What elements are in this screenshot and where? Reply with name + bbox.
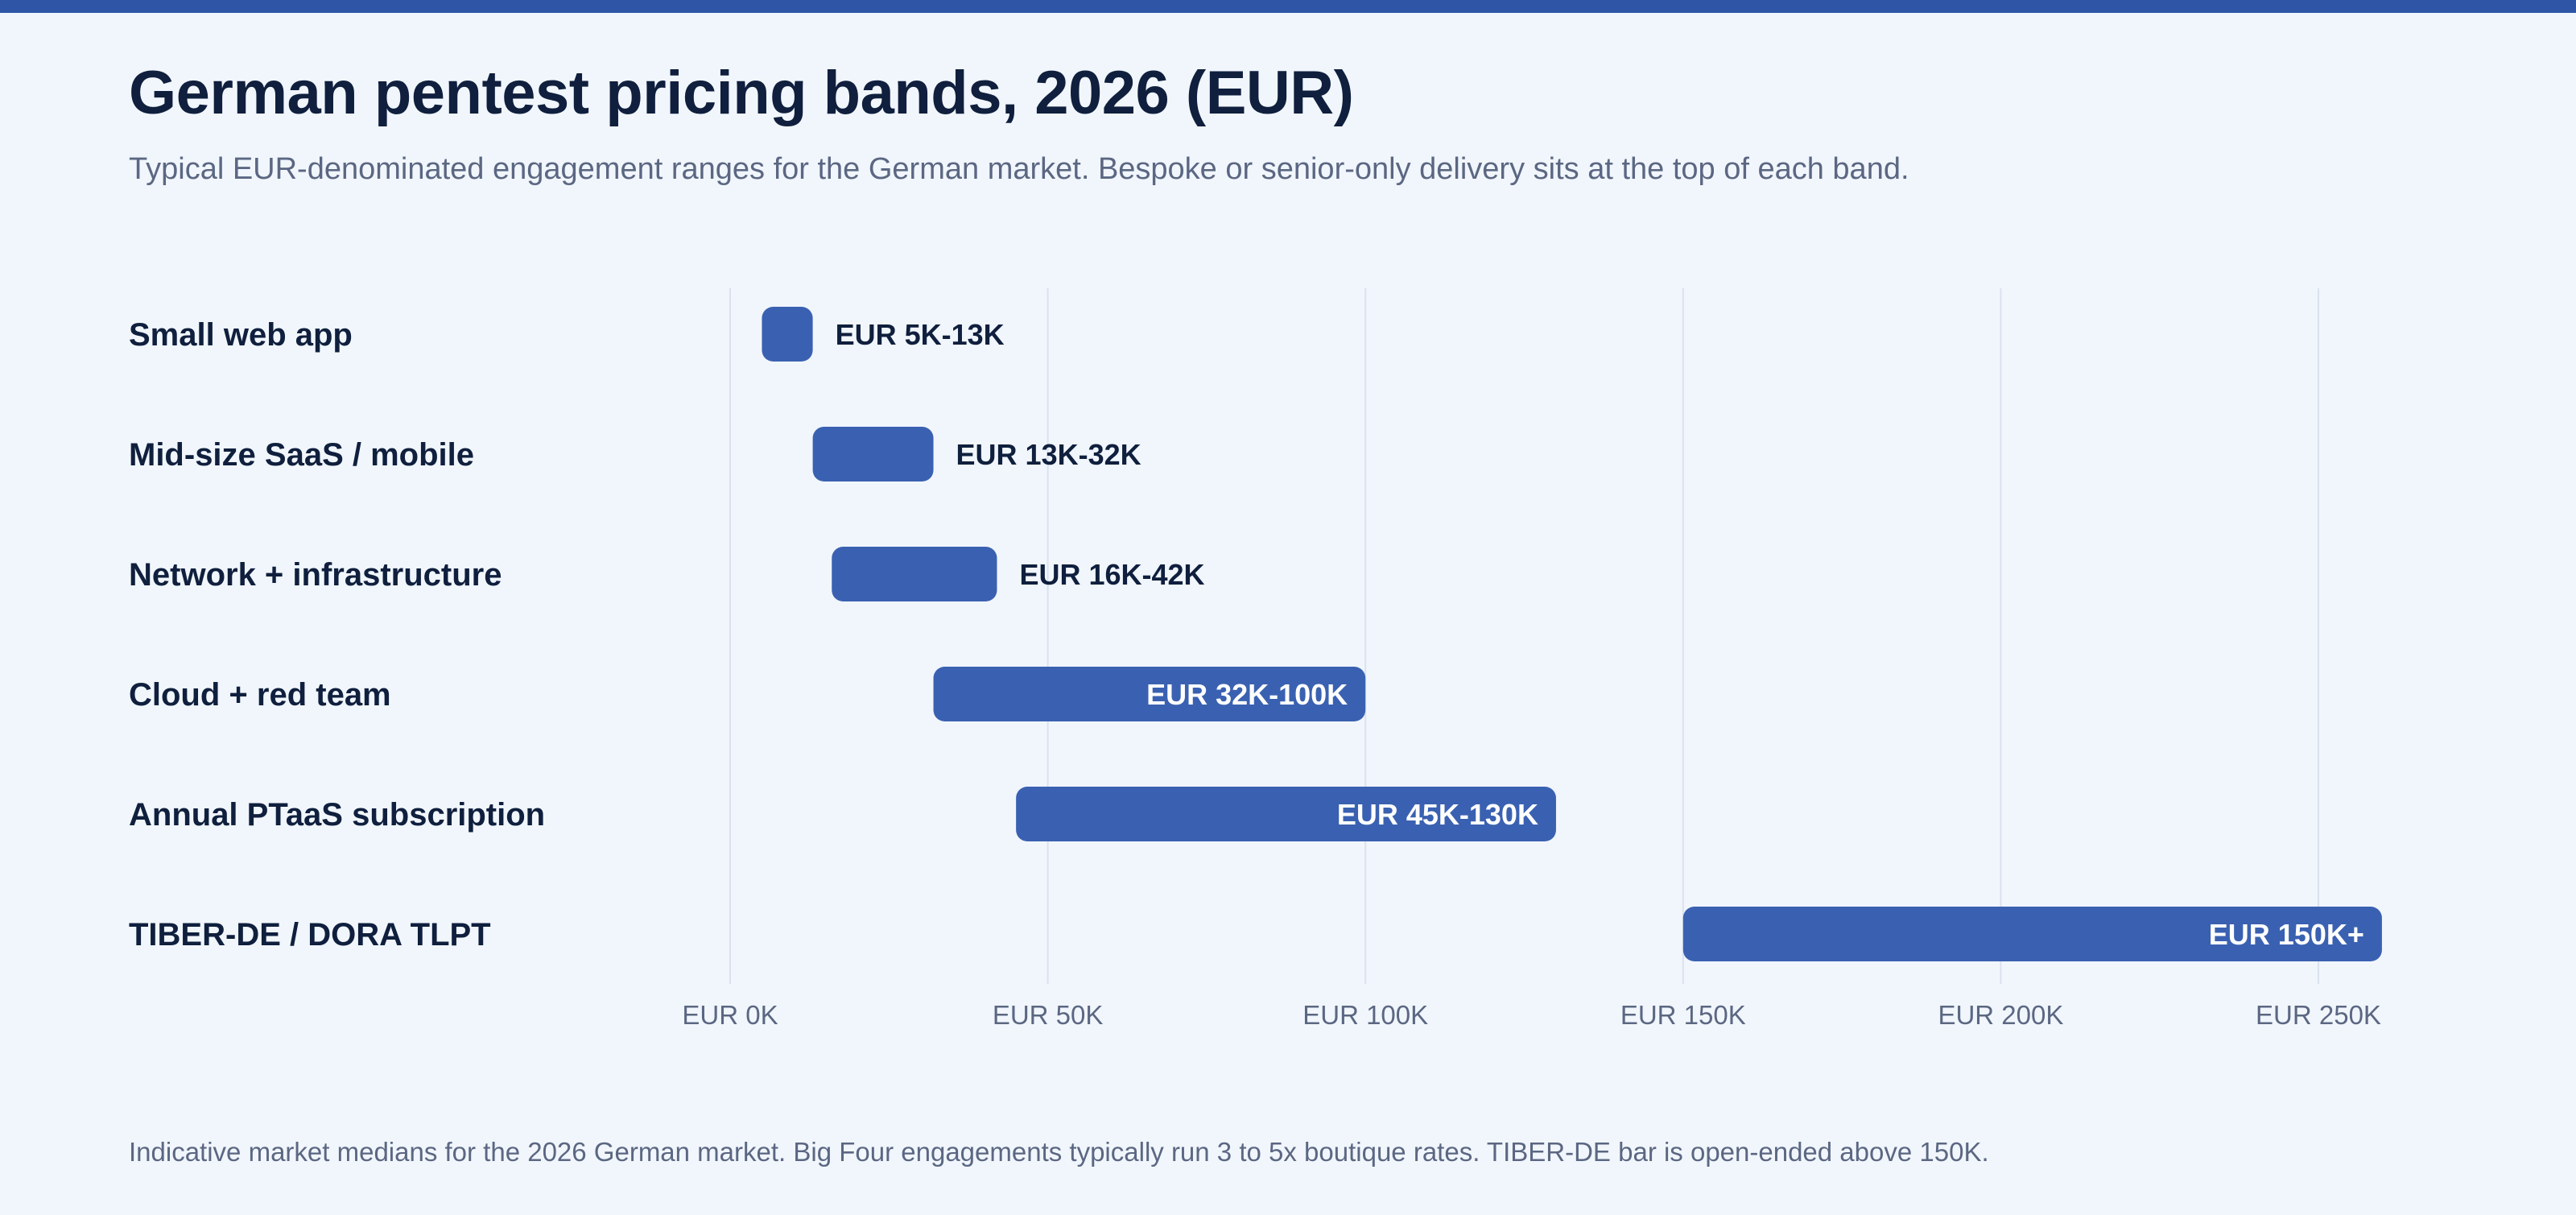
category-label: TIBER-DE / DORA TLPT — [129, 917, 491, 953]
range-bar — [832, 547, 997, 601]
bar-value-label: EUR 13K-32K — [956, 438, 1141, 471]
chart-subtitle: Typical EUR-denominated engagement range… — [129, 152, 1909, 186]
chart-title: German pentest pricing bands, 2026 (EUR) — [129, 59, 1354, 127]
x-tick-label: EUR 250K — [2256, 1000, 2381, 1030]
category-label: Small web app — [129, 317, 353, 353]
top-accent-bar — [0, 0, 2576, 13]
range-bar-chart: EUR 0K EUR 50K EUR 100K EUR 150K EUR 200K EUR… — [129, 288, 2382, 1030]
category-label: Mid-size SaaS / mobile — [129, 437, 474, 473]
category-label: Annual PTaaS subscription — [129, 797, 545, 833]
x-tick-label: EUR 0K — [682, 1000, 778, 1030]
x-tick-label: EUR 200K — [1938, 1000, 2063, 1030]
range-bar — [1016, 787, 1556, 841]
bar-value-label: EUR 5K-13K — [836, 318, 1005, 351]
bar-value-label: EUR 45K-130K — [1337, 798, 1538, 831]
x-tick-label: EUR 150K — [1620, 1000, 1746, 1030]
chart-footnote: Indicative market medians for the 2026 G… — [129, 1137, 1989, 1167]
range-bar — [1682, 907, 2382, 961]
bar-value-label: EUR 150K+ — [2209, 918, 2364, 951]
bar-value-label: EUR 16K-42K — [1019, 558, 1204, 591]
range-bar — [933, 667, 1366, 721]
bar-value-label: EUR 32K-100K — [1146, 678, 1348, 711]
range-bar — [762, 307, 813, 362]
range-bar — [812, 427, 934, 481]
category-label: Cloud + red team — [129, 677, 391, 713]
x-tick-label: EUR 50K — [993, 1000, 1104, 1030]
category-label: Network + infrastructure — [129, 557, 502, 593]
x-tick-label: EUR 100K — [1302, 1000, 1428, 1030]
